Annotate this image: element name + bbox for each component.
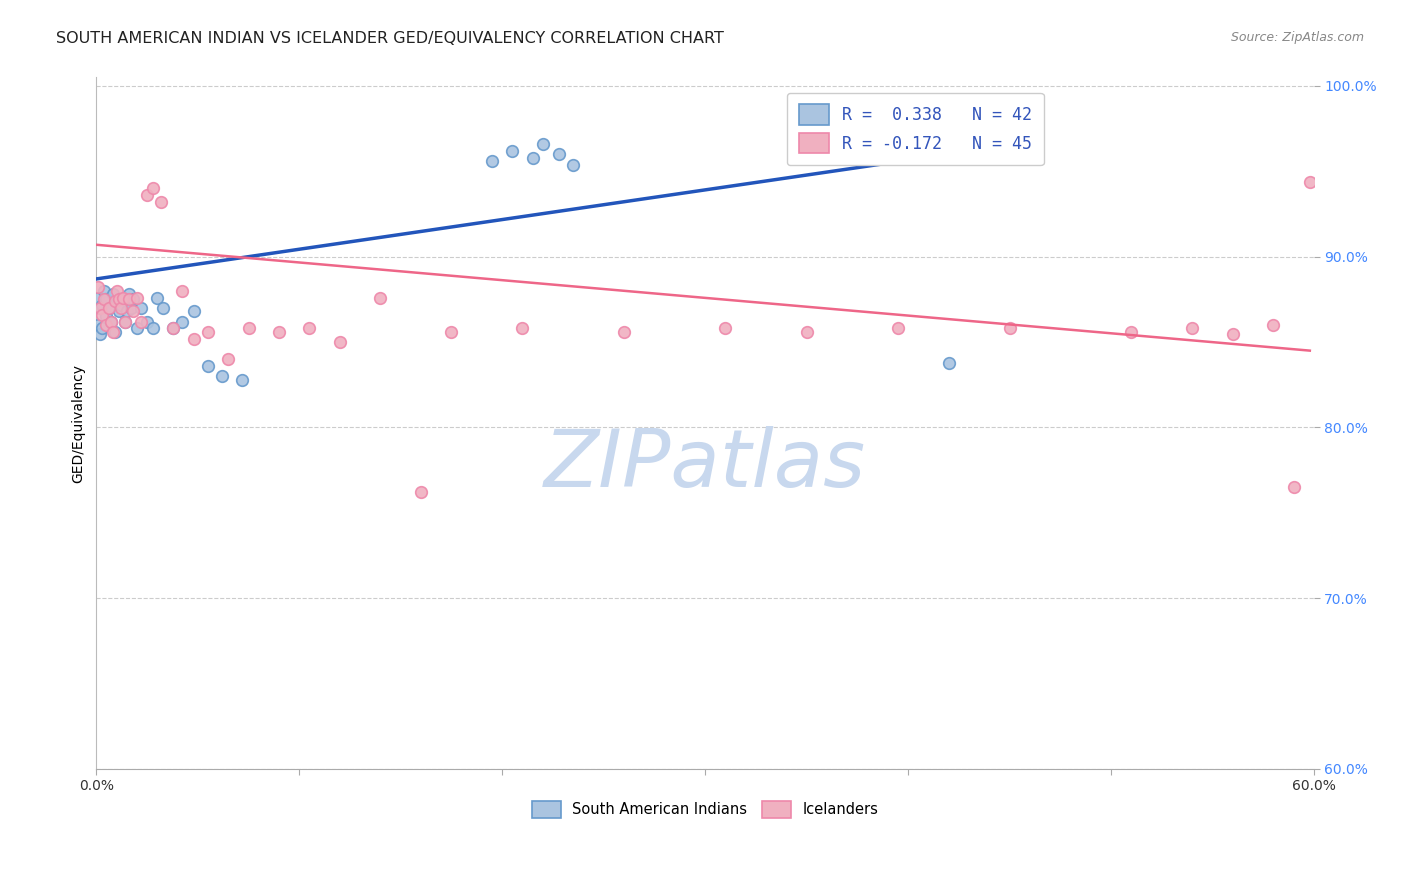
Point — [1222, 326, 1244, 341]
Point — [104, 325, 127, 339]
Point — [87, 318, 110, 332]
Text: Source: ZipAtlas.com: Source: ZipAtlas.com — [1230, 31, 1364, 45]
Point — [89, 301, 111, 315]
Point — [183, 304, 205, 318]
Point — [150, 195, 173, 210]
Point — [370, 291, 392, 305]
Point — [548, 147, 571, 161]
Point — [118, 287, 141, 301]
Point — [89, 326, 111, 341]
Point — [114, 315, 136, 329]
Point — [107, 304, 129, 318]
Point — [87, 280, 110, 294]
Point — [87, 291, 110, 305]
Point — [91, 297, 114, 311]
Point — [129, 301, 152, 315]
Point — [1282, 480, 1305, 494]
Point — [136, 315, 159, 329]
Point — [211, 369, 233, 384]
Point — [481, 154, 503, 169]
Point — [96, 293, 118, 307]
Point — [162, 321, 184, 335]
Legend: South American Indians, Icelanders: South American Indians, Icelanders — [526, 796, 884, 824]
Point — [501, 144, 523, 158]
Point — [238, 321, 260, 335]
Point — [267, 325, 290, 339]
Point — [1263, 318, 1285, 332]
Point — [100, 315, 122, 329]
Point — [91, 308, 114, 322]
Point — [96, 318, 118, 332]
Point — [93, 293, 115, 307]
Point — [110, 301, 132, 315]
Point — [998, 321, 1021, 335]
Point — [170, 284, 193, 298]
Point — [197, 359, 219, 373]
Point — [298, 321, 321, 335]
Point — [91, 321, 114, 335]
Point — [162, 321, 184, 335]
Point — [142, 321, 165, 335]
Point — [105, 284, 128, 298]
Point — [136, 188, 159, 202]
Point — [101, 325, 124, 339]
Point — [97, 301, 120, 315]
Point — [1121, 325, 1143, 339]
Point — [129, 315, 152, 329]
Point — [887, 321, 910, 335]
Y-axis label: GED/Equivalency: GED/Equivalency — [72, 364, 86, 483]
Point — [152, 301, 174, 315]
Point — [409, 485, 432, 500]
Point — [110, 297, 132, 311]
Point — [120, 301, 142, 315]
Point — [231, 373, 253, 387]
Point — [111, 291, 134, 305]
Point — [89, 301, 111, 315]
Point — [118, 293, 141, 307]
Point — [97, 301, 120, 315]
Point — [105, 294, 128, 309]
Point — [170, 315, 193, 329]
Point — [1181, 321, 1204, 335]
Point — [796, 325, 818, 339]
Point — [197, 325, 219, 339]
Point — [114, 315, 136, 329]
Point — [122, 304, 145, 318]
Text: ZIPatlas: ZIPatlas — [544, 425, 866, 504]
Point — [122, 293, 145, 307]
Point — [107, 293, 129, 307]
Point — [104, 294, 127, 309]
Point — [115, 304, 138, 318]
Point — [146, 291, 169, 305]
Point — [938, 355, 960, 369]
Point — [96, 310, 118, 324]
Point — [714, 321, 737, 335]
Point — [125, 321, 148, 335]
Point — [183, 332, 205, 346]
Point — [957, 96, 980, 111]
Point — [93, 284, 115, 298]
Point — [613, 325, 636, 339]
Point — [125, 291, 148, 305]
Point — [522, 151, 544, 165]
Point — [142, 181, 165, 195]
Point — [512, 321, 534, 335]
Point — [329, 335, 352, 350]
Point — [562, 157, 585, 171]
Text: SOUTH AMERICAN INDIAN VS ICELANDER GED/EQUIVALENCY CORRELATION CHART: SOUTH AMERICAN INDIAN VS ICELANDER GED/E… — [56, 31, 724, 46]
Point — [1299, 175, 1322, 189]
Point — [531, 136, 554, 151]
Point — [440, 325, 463, 339]
Point — [101, 287, 124, 301]
Point — [100, 315, 122, 329]
Point — [217, 352, 239, 367]
Point — [111, 291, 134, 305]
